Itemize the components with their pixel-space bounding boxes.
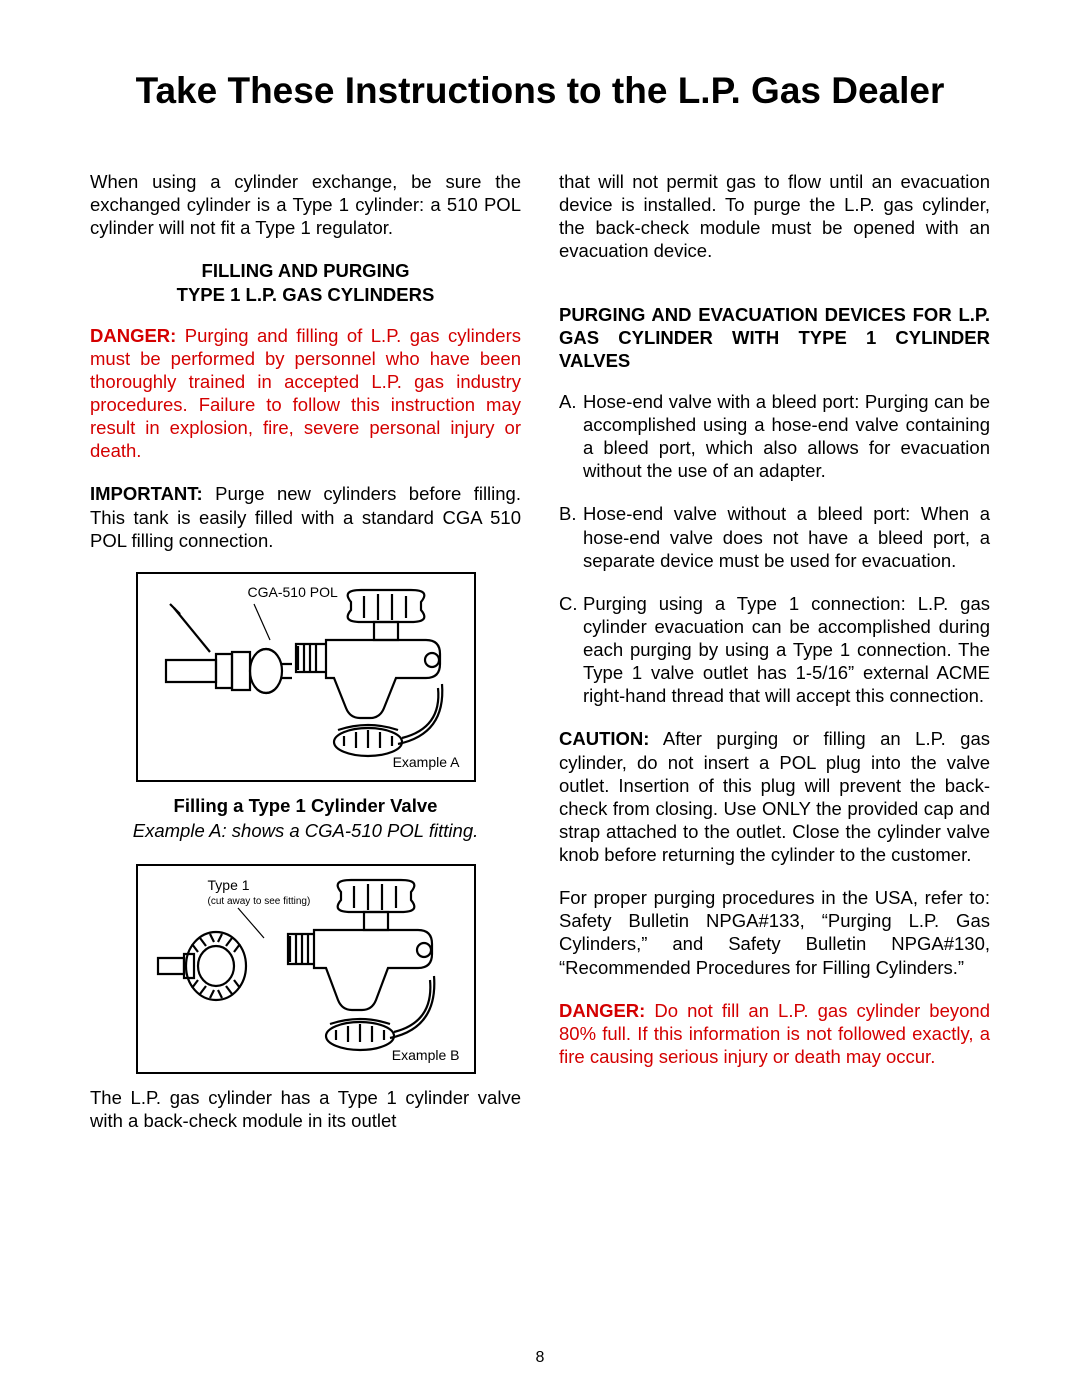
figure-b-box: Type 1 (cut away to see fitting) — [136, 864, 476, 1074]
danger2-lead: DANGER: — [559, 1000, 645, 1021]
closing-paragraph: The L.P. gas cylinder has a Type 1 cylin… — [90, 1086, 521, 1132]
figure-a-box: CGA-510 POL — [136, 572, 476, 782]
caution-paragraph: CAUTION: After purging or filling an L.P… — [559, 727, 990, 866]
subheading-purging-devices: PURGING AND EVACUATION DEVICES FOR L.P. … — [559, 303, 990, 372]
device-item-b: B. Hose-end valve without a bleed port: … — [559, 502, 990, 571]
figure-a-caption-italic: Example A: shows a CGA-510 POL fitting. — [90, 819, 521, 842]
continuation-paragraph: that will not permit gas to flow until a… — [559, 170, 990, 263]
figure-a-illustration — [146, 582, 466, 772]
danger-lead: DANGER: — [90, 325, 176, 346]
device-item-c: C. Purging using a Type 1 connection: L.… — [559, 592, 990, 708]
danger2-paragraph: DANGER: Do not fill an L.P. gas cylinder… — [559, 999, 990, 1068]
spacer — [559, 283, 990, 303]
figure-a-bottom-label: Example A — [393, 754, 460, 772]
figure-a-caption-bold: Filling a Type 1 Cylinder Valve — [90, 794, 521, 817]
important-paragraph: IMPORTANT: Purge new cylinders before fi… — [90, 482, 521, 551]
important-lead: IMPORTANT: — [90, 483, 203, 504]
figure-b-top-label-l2: (cut away to see fitting) — [208, 896, 311, 907]
danger-paragraph: DANGER: Purging and filling of L.P. gas … — [90, 324, 521, 463]
subheading-line2: TYPE 1 L.P. GAS CYLINDERS — [177, 284, 435, 305]
device-item-c-text: Purging using a Type 1 connection: L.P. … — [583, 593, 990, 707]
columns: When using a cylinder exchange, be sure … — [90, 170, 990, 1132]
right-column: that will not permit gas to flow until a… — [559, 170, 990, 1132]
figure-b-top-label: Type 1 (cut away to see fitting) — [208, 878, 311, 907]
device-list: A. Hose-end valve with a bleed port: Pur… — [559, 390, 990, 708]
device-item-a: A. Hose-end valve with a bleed port: Pur… — [559, 390, 990, 483]
device-item-a-text: Hose-end valve with a bleed port: Purg­i… — [583, 391, 990, 481]
caution-lead: CAUTION: — [559, 728, 649, 749]
page-number: 8 — [0, 1349, 1080, 1367]
marker-a: A. — [559, 390, 576, 413]
marker-c: C. — [559, 592, 578, 615]
references-paragraph: For proper purging procedures in the USA… — [559, 886, 990, 979]
left-column: When using a cylinder exchange, be sure … — [90, 170, 521, 1132]
figure-b-bottom-label: Example B — [392, 1047, 460, 1065]
device-item-b-text: Hose-end valve without a bleed port: Whe… — [583, 503, 990, 570]
subheading-filling-purging: FILLING AND PURGING TYPE 1 L.P. GAS CYLI… — [90, 259, 521, 305]
marker-b: B. — [559, 502, 576, 525]
intro-paragraph: When using a cylinder exchange, be sure … — [90, 170, 521, 239]
page-title: Take These Instructions to the L.P. Gas … — [90, 70, 990, 112]
figure-b-top-label-l1: Type 1 — [208, 877, 250, 893]
figure-a-top-label: CGA-510 POL — [248, 584, 338, 602]
subheading-line1: FILLING AND PURGING — [202, 260, 410, 281]
